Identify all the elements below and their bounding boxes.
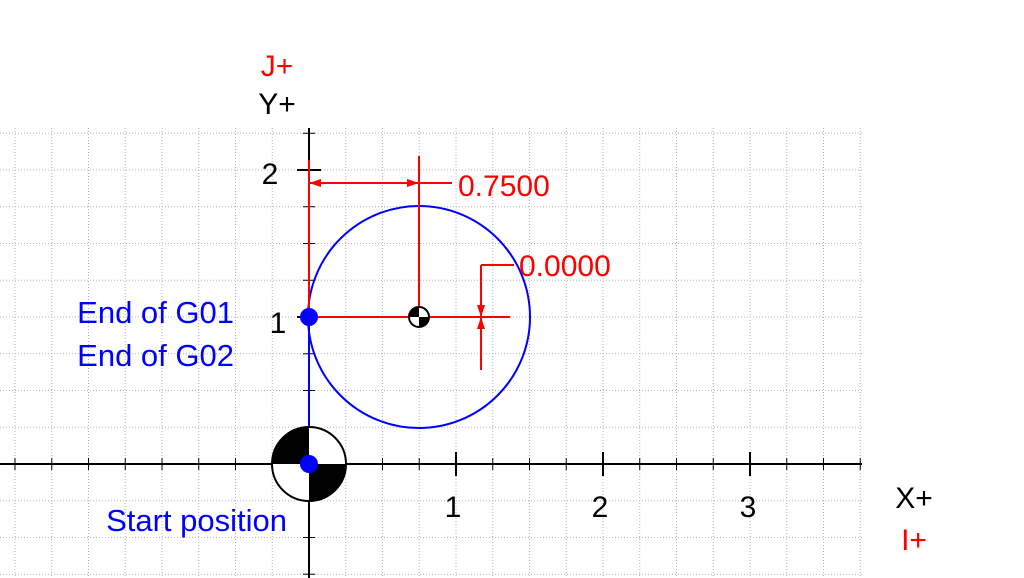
j-offset-value: 0.0000 [519,250,611,283]
y-tick-label-1: 1 [270,307,287,340]
start-position-label: Start position [106,503,287,538]
y-axis-label: Y+ [258,88,296,121]
y-tick-label-2: 2 [262,158,279,191]
i-offset-value: 0.7500 [458,170,550,203]
x-tick-label-3: 3 [740,491,757,524]
end-of-g02-label: End of G02 [77,338,234,373]
end-of-g01-label: End of G01 [77,295,234,330]
i-axis-label: I+ [901,524,927,557]
x-tick-label-1: 1 [445,491,462,524]
j-axis-label: J+ [261,50,294,83]
major-ticks [297,169,751,476]
circle-center-icon [408,306,430,328]
x-tick-label-2: 2 [592,491,609,524]
x-axis-label: X+ [895,482,933,515]
start-point-dot [300,455,318,473]
end-point-dot [300,308,318,326]
